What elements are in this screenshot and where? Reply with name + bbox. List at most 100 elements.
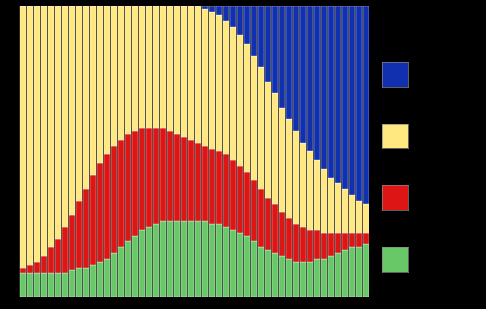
Bar [160,6,166,128]
Bar [216,15,222,151]
Bar [223,227,229,297]
Bar [363,6,369,204]
Bar [69,270,75,297]
Bar [243,44,250,172]
Bar [216,224,222,297]
Bar [174,134,180,221]
Bar [167,131,173,221]
Bar [139,230,145,297]
Bar [278,108,285,212]
Bar [132,131,138,236]
Bar [307,151,313,230]
Bar [146,227,152,297]
Bar [237,6,243,35]
Bar [251,56,257,180]
Bar [348,195,355,233]
Bar [265,82,271,198]
Bar [83,189,89,268]
Bar [356,233,362,247]
Bar [202,146,208,221]
Bar [348,247,355,297]
Bar [328,233,334,256]
Bar [132,6,138,131]
Bar [146,6,152,128]
Bar [300,262,306,297]
Bar [188,140,194,221]
Bar [160,221,166,297]
Bar [286,218,292,259]
Bar [223,6,229,21]
Bar [111,253,117,297]
Bar [195,221,201,297]
Bar [146,128,152,227]
Bar [335,183,341,233]
Bar [104,154,110,259]
Bar [41,6,47,256]
Bar [139,6,145,128]
Bar [55,239,61,273]
Bar [342,233,348,250]
Bar [139,128,145,230]
Bar [321,233,327,259]
Bar [125,134,131,241]
Bar [230,6,236,27]
Bar [202,9,208,146]
Bar [307,6,313,151]
Bar [321,259,327,297]
Bar [278,212,285,256]
Bar [97,6,103,163]
Bar [90,265,96,297]
Bar [76,201,82,268]
Bar [300,143,306,227]
Bar [41,256,47,273]
Bar [69,215,75,270]
Bar [272,93,278,204]
Bar [34,6,40,262]
Bar [132,236,138,297]
Bar [328,6,334,178]
Bar [118,6,124,140]
Bar [272,253,278,297]
Bar [111,6,117,146]
Bar [62,6,68,227]
Bar [208,149,215,224]
Bar [90,6,96,175]
Bar [321,169,327,233]
Bar [258,189,264,247]
Bar [195,6,201,143]
Bar [321,6,327,169]
Bar [160,128,166,221]
Bar [237,233,243,297]
Bar [293,131,299,224]
Bar [55,273,61,297]
Bar [265,198,271,250]
Bar [313,259,320,297]
Bar [243,6,250,44]
Bar [125,241,131,297]
Bar [62,227,68,273]
Bar [278,256,285,297]
Bar [348,6,355,195]
Bar [104,6,110,154]
Bar [202,6,208,9]
Bar [97,163,103,262]
Bar [328,256,334,297]
Bar [300,6,306,143]
Bar [286,120,292,218]
Bar [230,27,236,160]
Bar [167,6,173,131]
Bar [216,151,222,224]
Bar [208,6,215,12]
Bar [62,273,68,297]
Bar [181,137,187,221]
Bar [20,6,26,268]
Bar [307,230,313,262]
Bar [363,244,369,297]
Bar [48,247,54,273]
Bar [27,265,33,273]
Bar [97,262,103,297]
Bar [293,224,299,262]
Bar [335,253,341,297]
Bar [188,221,194,297]
Bar [286,259,292,297]
